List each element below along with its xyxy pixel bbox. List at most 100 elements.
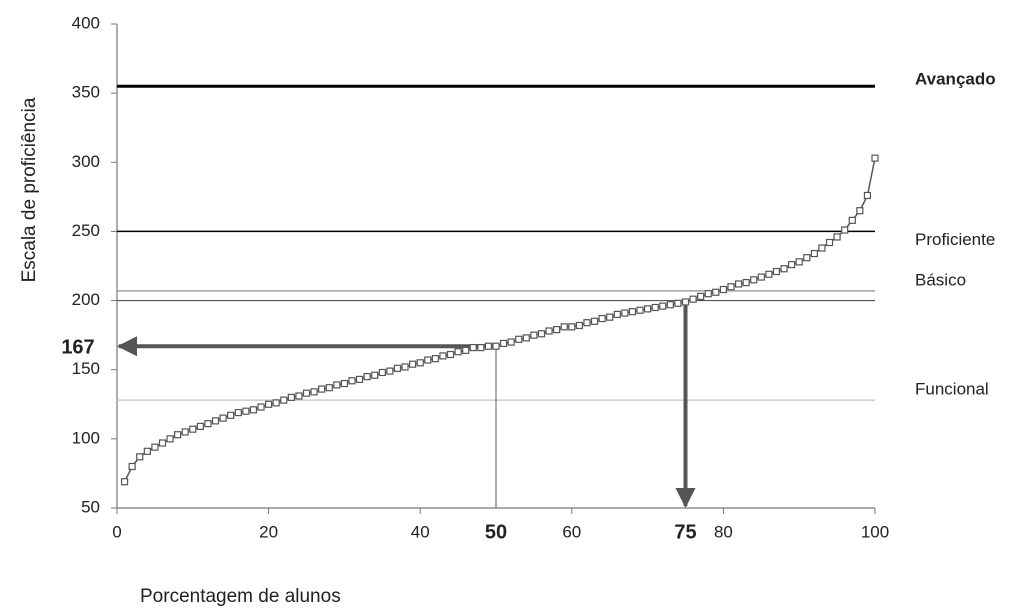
data-point <box>560 323 568 331</box>
data-point <box>348 377 356 385</box>
data-point <box>856 207 864 215</box>
data-point <box>242 407 250 415</box>
data-point <box>234 408 242 417</box>
x-tick-label: 20 <box>259 522 278 541</box>
marker-y-label: 167 <box>61 336 94 358</box>
data-point <box>871 154 879 162</box>
data-point <box>590 317 599 325</box>
data-point <box>568 323 576 331</box>
data-point <box>477 343 485 352</box>
data-point <box>507 338 515 346</box>
data-point <box>757 273 765 281</box>
data-point <box>674 299 682 307</box>
data-point <box>378 368 386 377</box>
y-tick-label: 300 <box>72 152 100 171</box>
data-point <box>280 396 288 404</box>
data-point <box>424 356 432 364</box>
data-point <box>666 301 674 309</box>
data-point <box>515 335 523 343</box>
data-point <box>446 350 455 359</box>
data-point <box>621 309 629 317</box>
data-point <box>401 363 409 371</box>
data-point <box>841 226 849 234</box>
data-point <box>386 367 394 375</box>
data-point <box>697 292 705 301</box>
data-point <box>484 342 493 350</box>
y-axis-label: Escala de proficiência <box>19 97 40 282</box>
data-point <box>439 352 447 360</box>
data-point <box>628 308 637 316</box>
data-point <box>340 379 348 388</box>
data-point <box>742 278 750 287</box>
data-point <box>302 389 311 397</box>
data-point <box>174 431 182 439</box>
marker-x-label: 75 <box>674 521 696 543</box>
data-point <box>553 326 561 334</box>
y-tick-label: 50 <box>81 497 100 516</box>
data-point <box>227 411 235 419</box>
data-point <box>734 280 743 288</box>
data-point <box>120 478 129 486</box>
x-tick-label: 100 <box>861 522 889 541</box>
data-point <box>825 238 834 247</box>
data-point <box>310 388 318 396</box>
x-tick-label: 80 <box>714 522 733 541</box>
data-point <box>189 425 197 433</box>
data-point <box>704 290 712 298</box>
data-point <box>355 375 364 383</box>
data-point <box>257 403 265 411</box>
data-point <box>318 385 326 393</box>
data-point <box>613 310 621 318</box>
data-point <box>863 191 872 200</box>
data-point <box>249 406 258 414</box>
data-point <box>765 270 773 278</box>
data-point <box>727 283 735 291</box>
y-tick-label: 150 <box>72 359 100 378</box>
data-point <box>143 447 151 455</box>
data-point <box>780 265 788 273</box>
data-point <box>462 346 470 354</box>
data-point <box>719 285 728 294</box>
data-point <box>196 422 204 431</box>
data-point <box>128 462 136 471</box>
data-point <box>772 267 781 276</box>
data-point <box>204 420 212 428</box>
data-point <box>272 399 280 407</box>
x-tick-label: 60 <box>562 522 581 541</box>
data-point <box>363 373 371 381</box>
y-tick-label: 400 <box>72 13 100 32</box>
data-point <box>545 327 553 335</box>
data-point <box>492 342 500 350</box>
data-point <box>181 428 189 436</box>
data-point <box>651 303 659 312</box>
data-point <box>818 244 826 252</box>
data-point <box>136 453 144 461</box>
x-tick-label: 0 <box>112 522 121 541</box>
x-tick-label: 40 <box>411 522 430 541</box>
data-point <box>166 435 174 443</box>
data-point <box>530 331 538 339</box>
reference-label: Proficiente <box>915 230 995 249</box>
reference-label: Avançado <box>915 70 996 89</box>
data-point <box>151 443 159 451</box>
data-point <box>606 313 614 321</box>
data-point <box>750 276 758 284</box>
y-tick-label: 250 <box>72 221 100 240</box>
y-tick-label: 100 <box>72 428 100 447</box>
data-point <box>795 258 803 266</box>
data-point <box>211 417 220 425</box>
x-axis-label: Porcentagem de alunos <box>140 586 341 607</box>
y-tick-label: 350 <box>72 83 100 102</box>
data-point <box>689 295 697 303</box>
data-point <box>333 381 341 389</box>
data-point <box>537 330 546 338</box>
data-point <box>371 371 379 379</box>
data-point <box>265 400 273 408</box>
data-point <box>431 355 439 363</box>
data-point <box>522 334 530 342</box>
data-point <box>681 298 690 306</box>
data-point <box>295 392 303 400</box>
data-point <box>833 233 841 241</box>
reference-label: Básico <box>915 270 966 289</box>
data-point <box>416 359 424 367</box>
